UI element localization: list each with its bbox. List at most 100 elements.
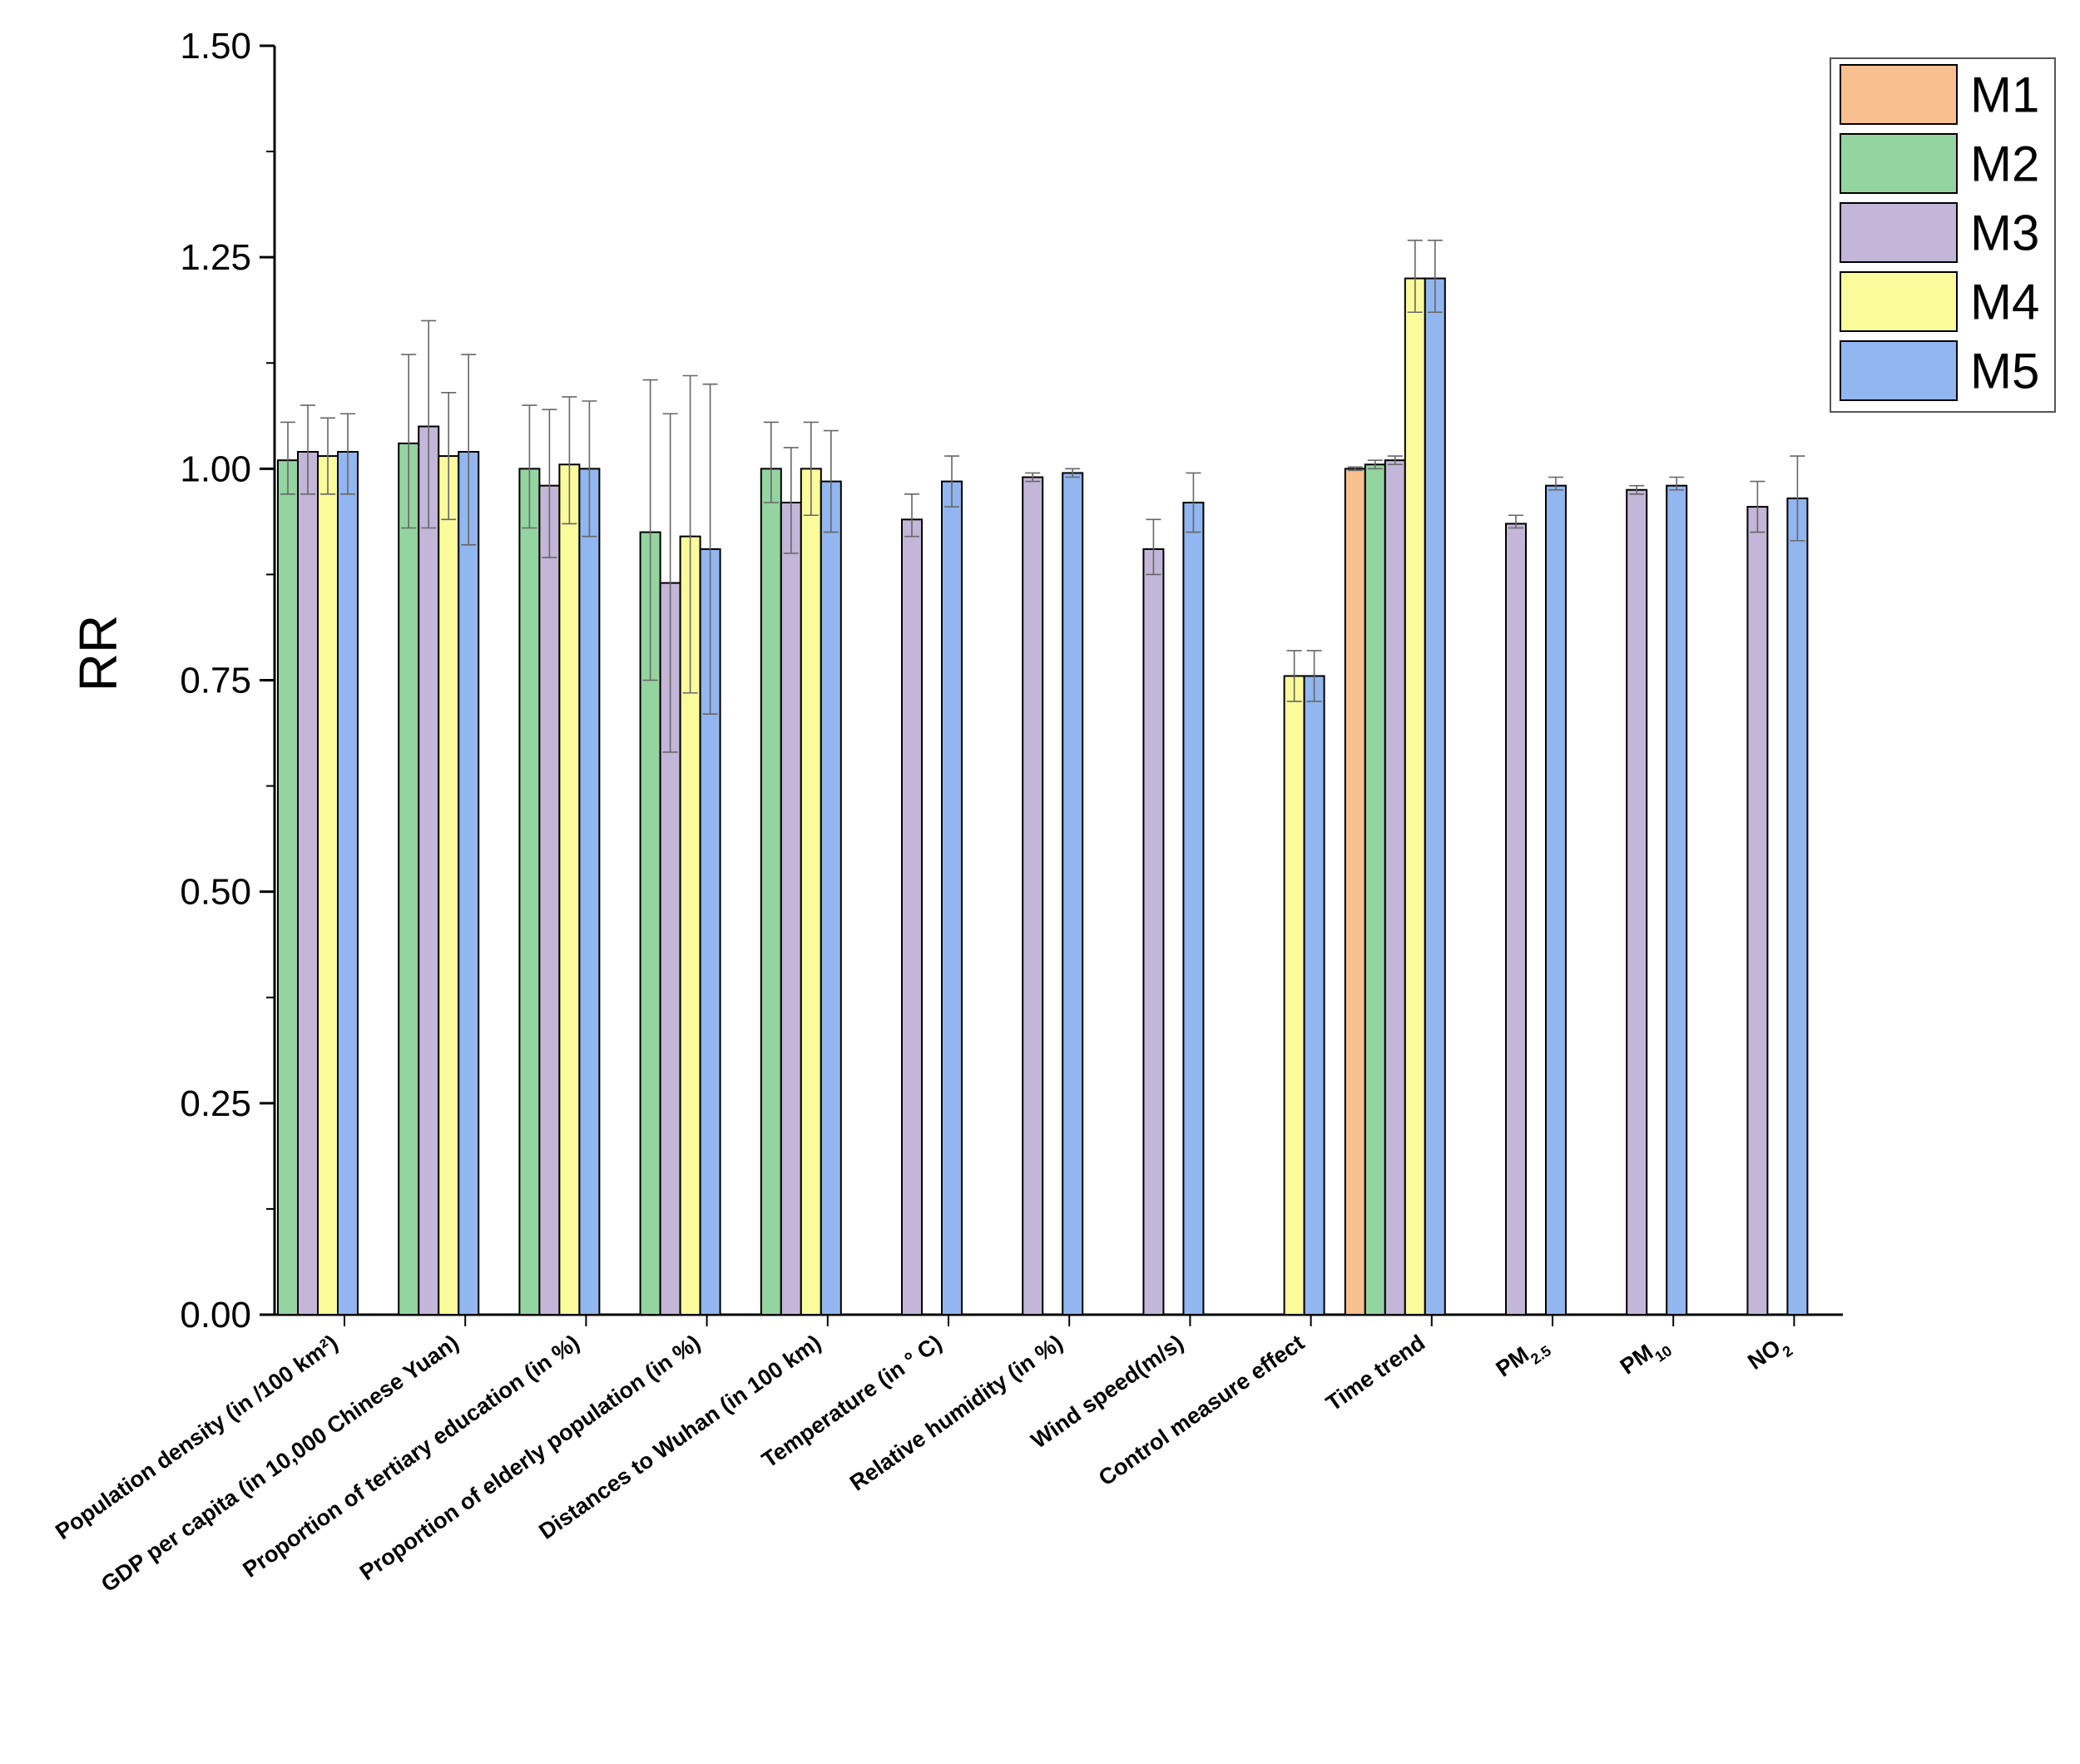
error-bar [1629,484,1645,495]
bar [297,451,319,1316]
legend-swatch [1840,271,1958,332]
error-bar [1065,468,1081,478]
bar [458,451,480,1316]
error-bar [783,447,799,554]
y-tick-label: 1.00 [180,448,251,489]
bar [1062,472,1084,1316]
x-tick-label: Time trend [1321,1330,1429,1415]
error-bar [803,421,819,517]
x-tick-label: Control measure effect [1094,1330,1309,1490]
bar [760,468,782,1316]
error-bar [1367,459,1383,470]
bar [780,502,802,1316]
x-axis: Population density (in /100 km²)GDP per … [51,1313,1843,1597]
error-bar [542,409,557,558]
legend-swatch [1840,340,1958,401]
bar [1022,476,1044,1316]
bar [1626,488,1648,1316]
y-axis-label: RR [68,615,128,691]
legend-swatch [1840,133,1958,194]
legend-label: M5 [1970,344,2039,399]
error-bar [441,392,457,521]
bar [337,451,359,1316]
error-bar [823,429,839,533]
error-bar [320,417,335,495]
error-bar [1508,514,1523,529]
error-bar [300,404,315,495]
error-bar [421,320,437,529]
error-bar [562,396,577,525]
y-tick-label: 1.25 [180,237,251,278]
x-tick-label: NO2 [1743,1330,1795,1380]
error-bar [401,354,417,529]
error-bar [461,354,477,546]
legend-swatch [1840,64,1958,125]
y-tick-label: 0.75 [180,661,251,701]
legend-label: M4 [1970,275,2039,330]
legend-label: M1 [1970,67,2039,123]
y-tick-label: 0.25 [180,1083,251,1124]
bar [639,531,661,1316]
bar [820,480,842,1316]
bar [1142,548,1165,1316]
error-bar [1750,480,1766,533]
error-bar [1548,476,1563,491]
error-bar [280,421,295,495]
legend: M1 M2 M3 M4 M5 [1830,57,2056,413]
legend-label: M3 [1970,206,2039,261]
bar [558,463,581,1316]
legend-label: M2 [1970,136,2039,192]
legend-swatch [1840,202,1958,263]
bar [1424,277,1446,1316]
bar [1384,459,1406,1316]
bar [277,459,299,1316]
bar [418,425,440,1316]
y-tick-label: 0.00 [180,1295,251,1335]
bar [1404,277,1426,1316]
error-bar [763,421,779,503]
error-bar [1186,472,1201,533]
error-bar [1146,518,1161,576]
error-bar [1025,472,1041,483]
x-tick-label: PM2.5 [1492,1330,1554,1387]
error-bar [1669,476,1685,491]
error-bar [522,404,537,529]
bar [1786,497,1809,1316]
bar [1283,675,1305,1316]
error-bar [682,374,698,694]
bar [1746,506,1769,1316]
error-bar [662,413,678,753]
error-bar [1347,466,1363,472]
bar [538,484,561,1316]
error-bar [1790,455,1805,542]
bar [1666,484,1688,1316]
x-tick-label: Relative humidity (in %) [845,1330,1067,1495]
bar [317,455,339,1316]
bar [1303,675,1325,1316]
error-bar [1427,240,1443,314]
error-bar [702,383,718,715]
bar [941,480,963,1316]
error-bar [1286,650,1302,702]
bar [901,518,923,1316]
bar [1545,484,1567,1316]
error-bar [904,493,919,538]
bar [1505,523,1527,1316]
bar [1182,502,1205,1316]
error-bars [280,240,1805,753]
bar [438,455,460,1316]
bar [800,468,822,1316]
bar [1344,468,1366,1316]
bar [518,468,541,1316]
error-bar [642,379,658,681]
error-bar [1407,240,1423,314]
error-bar [1306,650,1322,702]
y-axis: 0.00 0.25 0.50 0.75 1.00 1.25 1.50 [180,26,276,1335]
y-tick-label: 1.50 [180,26,251,67]
bar [1364,463,1386,1316]
error-bar [340,413,355,495]
x-tick-label: PM10 [1616,1330,1675,1385]
y-tick-label: 0.50 [180,872,251,913]
bars [277,277,1809,1316]
